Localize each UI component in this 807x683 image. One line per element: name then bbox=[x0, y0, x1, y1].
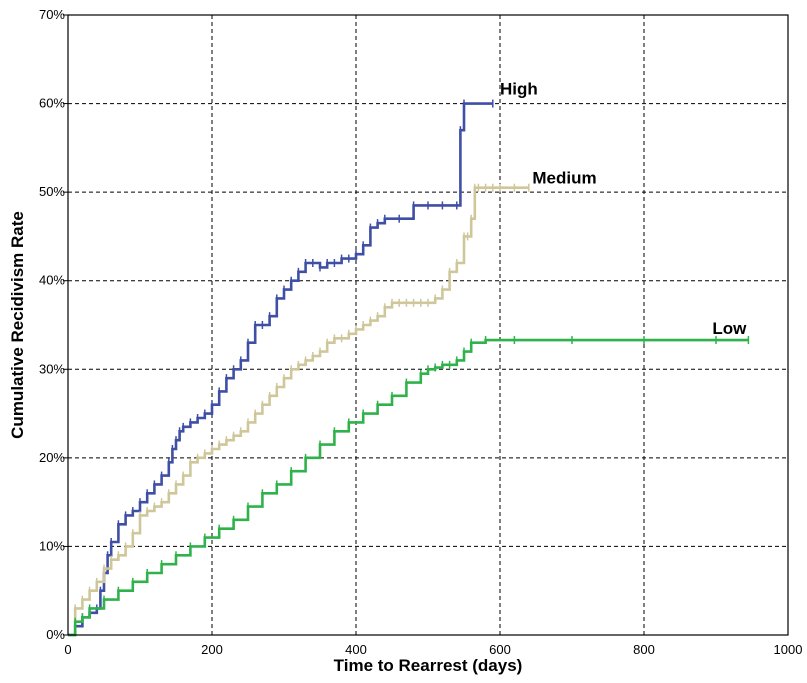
series-lines bbox=[68, 99, 750, 637]
x-tick-label: 800 bbox=[633, 642, 655, 657]
y-tick-label: 60% bbox=[39, 96, 65, 111]
series-label-medium: Medium bbox=[532, 168, 596, 187]
y-tick-label: 50% bbox=[39, 184, 65, 199]
y-tick-label: 40% bbox=[39, 273, 65, 288]
x-axis-title: Time to Rearrest (days) bbox=[334, 656, 523, 675]
series-labels: High Medium Low bbox=[500, 80, 747, 338]
series-low-line bbox=[68, 338, 749, 637]
x-tick-label: 600 bbox=[489, 642, 511, 657]
y-tick-label: 20% bbox=[39, 450, 65, 465]
grid-lines bbox=[68, 15, 788, 635]
series-medium-line bbox=[68, 186, 529, 637]
series-label-low: Low bbox=[712, 319, 747, 338]
y-axis-title: Cumulative Recidivism Rate bbox=[8, 211, 27, 439]
y-tick-label: 30% bbox=[39, 361, 65, 376]
x-tick-label: 200 bbox=[201, 642, 223, 657]
axis-ticks: 0 200 400 600 800 1000 0% 10% 20% 30% 40% 50% 60% 70% bbox=[39, 7, 802, 657]
plot-frame bbox=[67, 14, 789, 636]
y-tick-label: 0% bbox=[46, 627, 65, 642]
y-tick-label: 10% bbox=[39, 538, 65, 553]
x-tick-label: 1000 bbox=[774, 642, 803, 657]
x-tick-label: 400 bbox=[345, 642, 367, 657]
y-tick-label: 70% bbox=[39, 7, 65, 22]
x-tick-label: 0 bbox=[64, 642, 71, 657]
series-label-high: High bbox=[500, 80, 538, 99]
